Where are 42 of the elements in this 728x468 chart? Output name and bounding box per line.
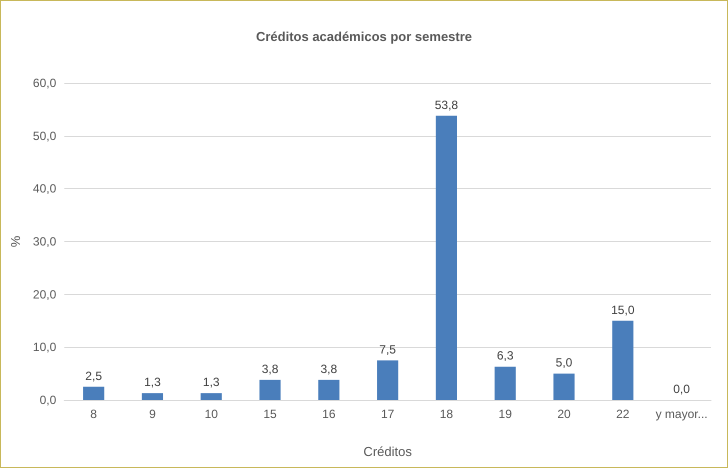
x-tick-label: 9 bbox=[149, 407, 156, 421]
y-tick-label: 20,0 bbox=[32, 287, 57, 302]
x-tick-label: 18 bbox=[440, 407, 454, 421]
bar bbox=[612, 320, 634, 400]
bar bbox=[553, 374, 575, 400]
x-tick-label: 15 bbox=[263, 407, 278, 421]
x-tick-label: 20 bbox=[557, 407, 572, 421]
data-label: 3,8 bbox=[320, 362, 338, 376]
y-tick-label: 30,0 bbox=[32, 234, 57, 248]
x-tick-label: 17 bbox=[380, 407, 395, 421]
y-tick-label: 60,0 bbox=[32, 76, 57, 90]
bar bbox=[142, 393, 164, 400]
x-tick-label: 10 bbox=[204, 407, 218, 421]
bar bbox=[436, 116, 458, 400]
data-label: 1,3 bbox=[202, 375, 220, 390]
bar bbox=[83, 386, 104, 400]
data-label: 7,5 bbox=[379, 342, 396, 356]
data-label: 2,5 bbox=[85, 368, 102, 383]
data-label: 15,0 bbox=[611, 302, 635, 317]
y-tick-label: 50,0 bbox=[32, 128, 57, 143]
chart-title: Créditos académicos por semestre bbox=[256, 29, 472, 44]
x-tick-label: 16 bbox=[322, 407, 336, 421]
x-tick-label: 19 bbox=[498, 407, 512, 421]
x-tick-label: 8 bbox=[90, 407, 98, 421]
y-tick-label: 40,0 bbox=[32, 182, 57, 196]
x-axis-title: Créditos bbox=[363, 444, 412, 459]
bar bbox=[200, 393, 222, 400]
y-tick-label: 10,0 bbox=[32, 340, 57, 354]
x-tick-label: y mayor... bbox=[656, 407, 708, 421]
data-label: 5,0 bbox=[556, 356, 573, 370]
y-axis-title: % bbox=[8, 235, 23, 248]
data-label: 3,8 bbox=[262, 362, 279, 376]
y-tick-label: 0,0 bbox=[40, 393, 57, 407]
x-tick-label: 22 bbox=[616, 407, 630, 421]
bar bbox=[259, 380, 281, 400]
data-label: 53,8 bbox=[434, 98, 458, 112]
bar bbox=[318, 380, 340, 400]
data-label: 0,0 bbox=[673, 382, 690, 396]
bar bbox=[494, 366, 516, 400]
data-label: 6,3 bbox=[496, 348, 514, 363]
bar bbox=[377, 360, 398, 400]
data-label: 1,3 bbox=[144, 375, 162, 390]
